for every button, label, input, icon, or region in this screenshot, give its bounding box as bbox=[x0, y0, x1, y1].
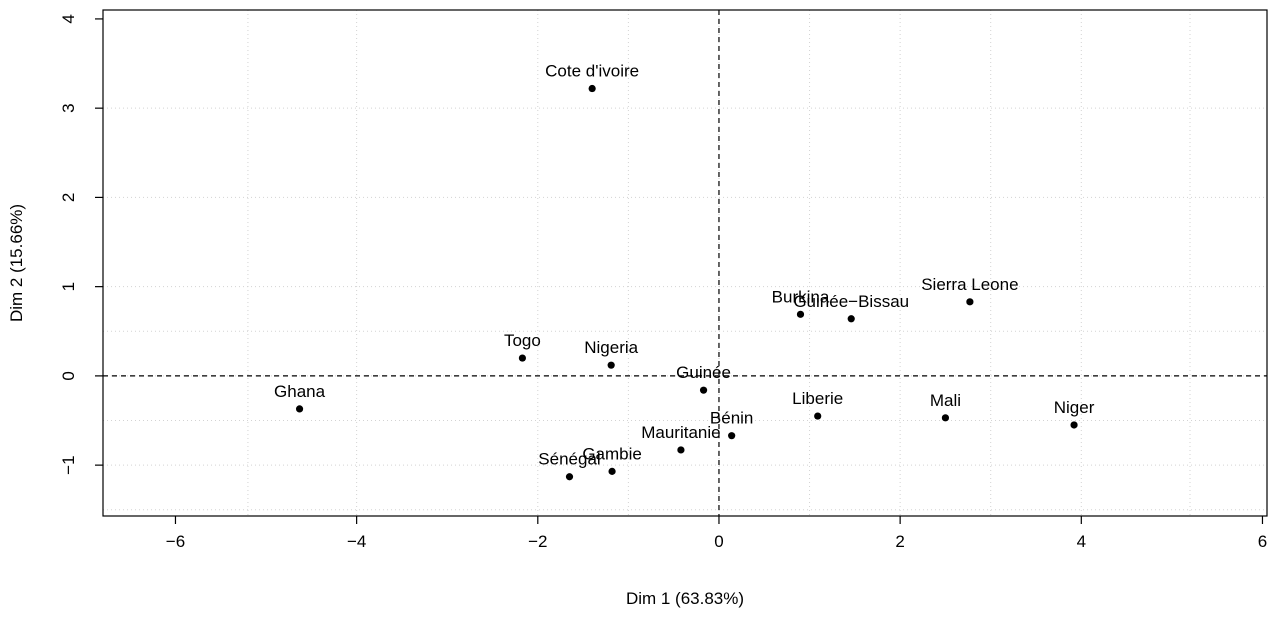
point-label: Niger bbox=[1054, 398, 1095, 417]
data-point bbox=[608, 467, 616, 475]
y-tick-label: 2 bbox=[59, 193, 78, 202]
reference-lines bbox=[103, 10, 1267, 516]
y-tick-label: 3 bbox=[59, 103, 78, 112]
x-axis-label: Dim 1 (63.83%) bbox=[626, 589, 744, 608]
data-point bbox=[518, 354, 527, 362]
data-point bbox=[941, 414, 950, 422]
point-label: Guinée bbox=[676, 363, 731, 382]
data-point bbox=[796, 310, 805, 318]
y-tick-label: 4 bbox=[59, 14, 78, 23]
point-label: Mali bbox=[930, 391, 961, 410]
point-label: Cote d'ivoire bbox=[545, 62, 639, 81]
point-label: Togo bbox=[504, 331, 541, 350]
point-label: Sénégal bbox=[538, 450, 600, 469]
data-point bbox=[565, 473, 574, 481]
x-tick-label: 6 bbox=[1258, 532, 1267, 551]
point-label: Ghana bbox=[274, 382, 326, 401]
data-point bbox=[699, 386, 708, 394]
data-point bbox=[728, 432, 736, 440]
x-tick-label: 4 bbox=[1077, 532, 1086, 551]
x-tick-label: −4 bbox=[347, 532, 366, 551]
plot-frame bbox=[102, 9, 1268, 517]
point-label: Guinée−Bissau bbox=[793, 292, 909, 311]
y-tick-label: 0 bbox=[59, 371, 78, 380]
x-tick-label: 0 bbox=[714, 532, 723, 551]
point-label: Mauritanie bbox=[641, 423, 720, 442]
data-point bbox=[847, 315, 855, 323]
point-label: Nigeria bbox=[584, 338, 638, 357]
y-tick-label: −1 bbox=[59, 455, 78, 474]
data-point bbox=[814, 412, 822, 420]
x-tick-label: −2 bbox=[528, 532, 547, 551]
data-point bbox=[295, 405, 304, 413]
point-label: Bénin bbox=[710, 409, 753, 428]
y-axis-label: Dim 2 (15.66%) bbox=[7, 204, 26, 322]
x-tick-label: −6 bbox=[166, 532, 185, 551]
data-point bbox=[607, 361, 615, 369]
data-point bbox=[677, 446, 685, 454]
y-axis-ticks: −1 0 1 2 3 4 bbox=[59, 14, 103, 475]
data-point bbox=[588, 84, 596, 93]
point-label: Gambie bbox=[582, 444, 642, 463]
point-label: Liberie bbox=[792, 389, 843, 408]
point-label: Sierra Leone bbox=[921, 275, 1018, 294]
point-label: Burkina bbox=[772, 287, 830, 306]
data-point bbox=[1070, 421, 1078, 429]
x-tick-label: 2 bbox=[895, 532, 904, 551]
y-tick-label: 1 bbox=[59, 282, 78, 291]
x-axis-ticks: −6 −4 −2 0 2 4 6 bbox=[166, 516, 1267, 551]
data-point bbox=[966, 298, 974, 306]
